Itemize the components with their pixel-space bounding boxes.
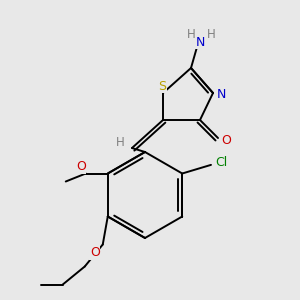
Text: Cl: Cl — [215, 156, 227, 170]
Text: H: H — [116, 136, 124, 149]
Text: N: N — [216, 88, 226, 101]
Text: O: O — [90, 246, 100, 259]
Text: S: S — [158, 80, 166, 92]
Text: H: H — [187, 28, 195, 41]
Text: N: N — [195, 35, 205, 49]
Text: O: O — [221, 134, 231, 148]
Text: O: O — [76, 160, 86, 173]
Text: H: H — [207, 28, 215, 41]
